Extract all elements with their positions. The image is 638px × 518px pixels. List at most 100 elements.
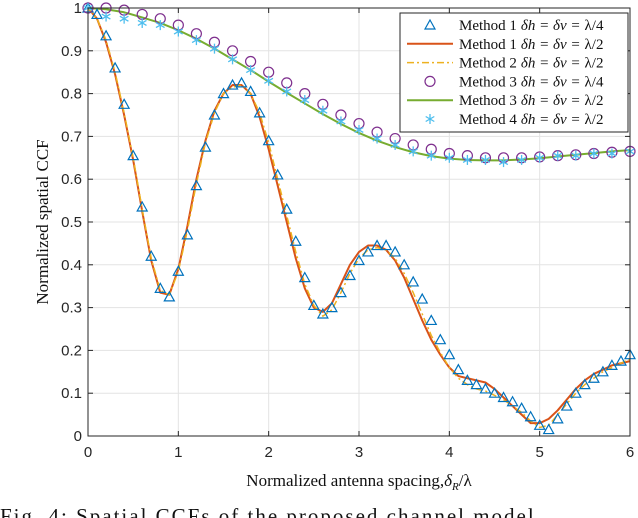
asterisk-marker [191,35,202,46]
asterisk-marker [535,152,545,163]
asterisk-stroke [607,150,617,157]
y-tick-label: 1 [74,0,82,17]
triangle-marker [524,410,537,422]
asterisk-marker [354,124,364,135]
triangle-marker [244,85,257,97]
asterisk-marker [408,146,418,157]
legend-item: Method 1 δh = δv = λ/4 [423,18,604,34]
asterisk-marker [101,11,111,22]
triangle-marker [551,412,564,424]
asterisk-stroke [571,152,581,159]
circle-marker [118,4,130,16]
triangle-marker [163,290,176,302]
triangle-marker [578,378,591,390]
asterisk-stroke [480,156,491,164]
asterisk-marker [336,116,346,127]
triangle-marker [605,359,618,370]
legend-label-part: λ/4 [585,74,604,90]
y-tick-label: 0.1 [61,385,82,402]
asterisk-marker [425,114,435,124]
legend-label-part: δh = δv = [521,93,581,109]
triangle-marker [217,87,230,99]
asterisk-stroke [318,107,328,114]
legend-label-part: δh = δv = [521,56,581,72]
chart: 0 1 2 3 4 5 6 0 0.1 0.2 0.3 0.4 0.5 0.6 0.7 0.8 0.9 1 Met… [33,0,637,493]
triangle-marker [515,401,528,413]
asterisk-marker [553,150,563,161]
triangle-marker [325,301,338,313]
asterisk-stroke [354,126,364,134]
triangle-marker [109,61,122,73]
legend-label: Method 3 δh = δv = λ/4 [459,74,604,90]
legend-label: Method 4 δh = δv = λ/2 [459,112,603,128]
asterisk-stroke [498,159,509,166]
asterisk-stroke [426,152,436,159]
asterisk-stroke [372,135,382,142]
triangle-marker [118,98,131,109]
asterisk-stroke [408,148,418,155]
asterisk-marker [589,148,599,159]
y-tick-label: 0.8 [61,86,82,103]
asterisk-stroke [535,154,545,161]
triangle-marker [380,239,393,251]
asterisk-marker [245,65,256,76]
asterisk-marker [571,150,581,161]
y-tick-label: 0.5 [61,214,82,231]
asterisk-stroke [516,156,527,164]
asterisk-marker [462,154,473,165]
legend-label-part: Method 4 [459,112,517,128]
asterisk-stroke [425,115,435,123]
triangle-marker [407,275,420,287]
circle-marker [245,55,257,68]
ticks: 0 1 2 3 4 5 6 0 0.1 0.2 0.3 0.4 0.5 0.6 0.7 0.8 0.9 1 [61,0,634,461]
asterisk-stroke [300,96,310,104]
triangle-marker [362,245,375,257]
asterisk-stroke [444,154,454,161]
x-tick-label: 5 [535,444,543,461]
triangle-marker [154,282,167,293]
triangle-marker [542,423,555,435]
triangle-marker [587,371,600,383]
triangle-marker [423,18,437,30]
triangle-marker [136,200,149,212]
x-tick-label: 2 [264,444,272,461]
x-tick-label: 3 [355,444,363,461]
series-method-1-triangle [81,1,637,435]
triangle-marker [289,235,302,246]
asterisk-stroke [245,66,256,74]
asterisk-stroke [191,37,202,44]
triangle-marker [371,239,384,251]
asterisk-marker [119,13,129,24]
x-axis-label: Normalized antenna spacing,δR/λ [246,471,472,493]
legend-label-part: λ/2 [585,112,604,128]
legend-item: Method 2 δh = δv = λ/2 [407,56,603,72]
legend-label-part: λ/2 [585,93,604,109]
asterisk-marker [426,150,436,161]
y-tick-label: 0.6 [61,171,82,188]
y-tick-label: 0.7 [61,128,82,145]
triangle-marker [416,292,429,304]
x-tick-label: 4 [445,444,453,461]
asterisk-marker [300,95,310,106]
legend-label-part: λ/2 [585,37,604,53]
asterisk-stroke [227,56,238,63]
triangle-marker [208,108,221,120]
asterisk-marker [516,154,527,165]
asterisk-stroke [119,15,129,22]
triangle-marker [334,286,347,298]
legend-label: Method 1 δh = δv = λ/4 [459,18,604,34]
asterisk-stroke [264,77,274,84]
legend-label-part: λ/4 [585,18,604,34]
triangle-marker [271,168,284,180]
asterisk-marker [498,157,509,168]
legend-box [399,12,629,133]
legend-item: Method 3 δh = δv = λ/2 [407,93,603,109]
triangle-marker [470,378,483,390]
triangle-marker [398,258,411,270]
asterisk-stroke [390,141,400,149]
triangle-marker [461,374,474,385]
legend-label-part: Method 1 [459,37,517,53]
triangle-marker [262,134,275,146]
